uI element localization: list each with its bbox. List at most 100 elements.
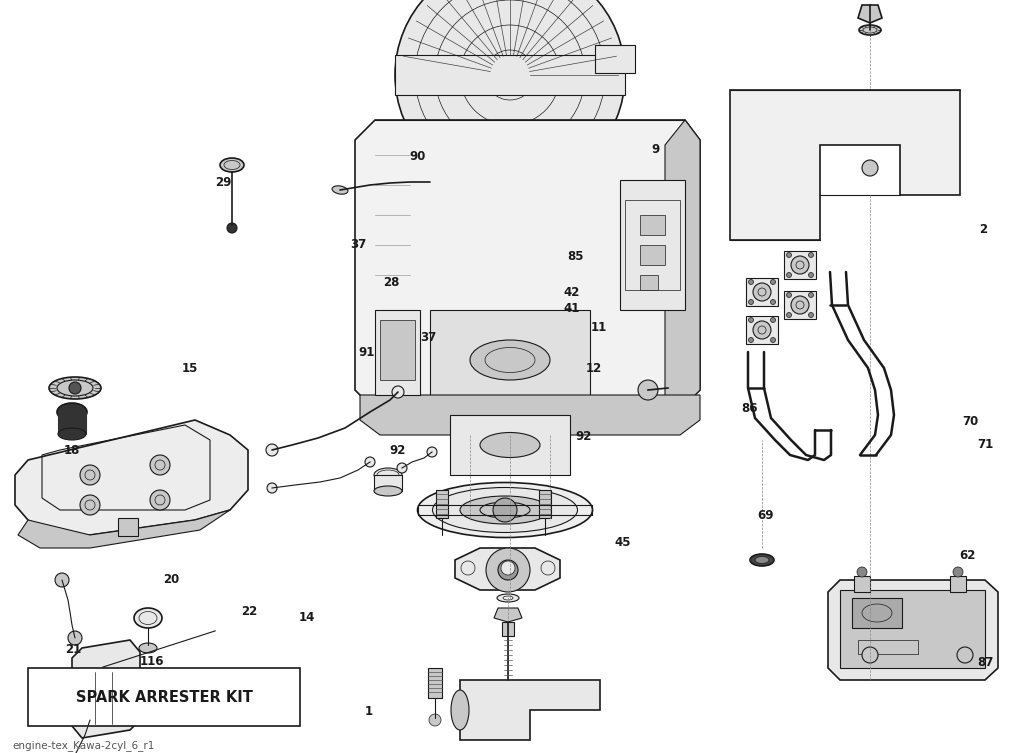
Ellipse shape	[49, 377, 101, 399]
Text: 69: 69	[758, 509, 774, 523]
Ellipse shape	[480, 432, 540, 458]
Text: 116: 116	[139, 654, 164, 668]
Circle shape	[953, 567, 963, 577]
Bar	[784, 291, 816, 319]
Ellipse shape	[220, 158, 244, 172]
Text: 9: 9	[651, 142, 659, 156]
Bar	[28, 668, 300, 726]
Bar	[428, 668, 442, 698]
Circle shape	[749, 279, 754, 285]
Circle shape	[80, 465, 100, 485]
Bar	[640, 215, 665, 235]
Circle shape	[753, 283, 771, 301]
Bar	[625, 200, 680, 290]
Circle shape	[857, 567, 867, 577]
Circle shape	[392, 386, 404, 398]
Text: 15: 15	[181, 362, 198, 376]
Text: 37: 37	[420, 331, 436, 344]
Bar	[436, 490, 449, 518]
Circle shape	[492, 57, 528, 93]
Text: 71: 71	[977, 437, 993, 451]
Ellipse shape	[58, 428, 86, 440]
Polygon shape	[72, 640, 140, 738]
Circle shape	[80, 495, 100, 515]
Bar	[852, 598, 902, 628]
Ellipse shape	[134, 608, 162, 628]
Circle shape	[150, 490, 170, 510]
Text: 18: 18	[63, 444, 80, 457]
Text: 62: 62	[959, 549, 976, 562]
Text: 37: 37	[350, 238, 367, 252]
Bar	[640, 275, 658, 290]
Text: SPARK ARRESTER KIT: SPARK ARRESTER KIT	[76, 690, 253, 705]
Ellipse shape	[480, 502, 530, 518]
Circle shape	[427, 447, 437, 457]
Circle shape	[395, 0, 625, 190]
Bar	[840, 590, 985, 668]
Polygon shape	[858, 5, 882, 23]
Circle shape	[791, 296, 809, 314]
Circle shape	[749, 318, 754, 322]
Circle shape	[770, 279, 775, 285]
Polygon shape	[15, 420, 248, 535]
Circle shape	[809, 252, 813, 258]
Circle shape	[791, 256, 809, 274]
Bar	[374, 475, 402, 491]
Text: 2: 2	[979, 223, 987, 236]
Circle shape	[770, 318, 775, 322]
Circle shape	[55, 573, 69, 587]
Bar	[502, 622, 514, 636]
Text: 92: 92	[575, 430, 592, 444]
Circle shape	[267, 483, 278, 493]
Circle shape	[809, 292, 813, 297]
Ellipse shape	[432, 487, 578, 532]
Polygon shape	[494, 608, 522, 622]
Circle shape	[69, 382, 81, 394]
Polygon shape	[355, 120, 700, 410]
Circle shape	[486, 548, 530, 592]
Circle shape	[68, 631, 82, 645]
Polygon shape	[460, 680, 600, 740]
Circle shape	[541, 561, 555, 575]
Bar	[858, 640, 918, 654]
Text: 28: 28	[383, 276, 399, 289]
Bar	[380, 320, 415, 380]
Circle shape	[638, 380, 658, 400]
Ellipse shape	[750, 554, 774, 566]
Circle shape	[501, 561, 515, 575]
Bar	[595, 45, 635, 73]
Text: 12: 12	[586, 362, 602, 376]
Polygon shape	[430, 310, 590, 415]
Text: engine-tex_Kawa-2cyl_6_r1: engine-tex_Kawa-2cyl_6_r1	[12, 740, 155, 751]
Circle shape	[809, 273, 813, 278]
Circle shape	[429, 714, 441, 726]
Bar	[854, 576, 870, 592]
Bar	[640, 245, 665, 265]
Bar	[58, 412, 86, 434]
Ellipse shape	[57, 403, 87, 421]
Ellipse shape	[374, 468, 402, 482]
Circle shape	[493, 498, 517, 522]
Text: 87: 87	[977, 656, 993, 669]
Circle shape	[786, 292, 792, 297]
Ellipse shape	[755, 556, 769, 563]
Circle shape	[753, 321, 771, 339]
Text: 45: 45	[614, 535, 631, 549]
Circle shape	[786, 312, 792, 318]
Ellipse shape	[497, 594, 519, 602]
Circle shape	[862, 647, 878, 663]
Circle shape	[749, 300, 754, 304]
Text: 86: 86	[741, 401, 758, 415]
Circle shape	[770, 300, 775, 304]
Polygon shape	[828, 580, 998, 680]
Circle shape	[786, 252, 792, 258]
Circle shape	[749, 337, 754, 343]
Polygon shape	[360, 395, 700, 435]
Ellipse shape	[451, 690, 469, 730]
Text: 1: 1	[365, 705, 373, 718]
Circle shape	[786, 273, 792, 278]
Ellipse shape	[859, 25, 881, 35]
Ellipse shape	[139, 643, 157, 653]
Text: 85: 85	[567, 249, 584, 263]
Circle shape	[461, 561, 475, 575]
